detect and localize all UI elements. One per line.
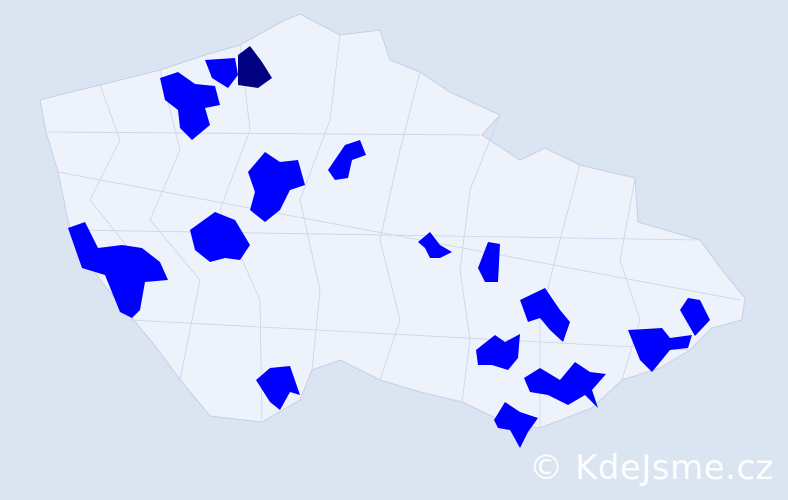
- district-highlight: [520, 288, 570, 342]
- district-highlight: [476, 334, 520, 370]
- highlighted-districts: [68, 58, 710, 448]
- district-highlight: [524, 362, 606, 408]
- district-highlight: [248, 152, 305, 222]
- district-highlight: [628, 328, 692, 372]
- district-borders: [45, 34, 741, 428]
- district-highlight: [478, 242, 500, 282]
- district-highlight: [418, 232, 452, 258]
- district-highlight: [160, 72, 220, 140]
- country-outline: [39, 13, 746, 429]
- district-highlight-dark: [238, 46, 272, 88]
- watermark: © KdeJsme.cz: [529, 448, 774, 488]
- district-highlight: [205, 58, 238, 88]
- district-highlight: [190, 212, 250, 262]
- district-highlight: [256, 366, 300, 410]
- district-highlight: [494, 402, 538, 448]
- district-highlight: [328, 140, 366, 180]
- district-highlight: [680, 298, 710, 336]
- district-highlight: [68, 222, 168, 318]
